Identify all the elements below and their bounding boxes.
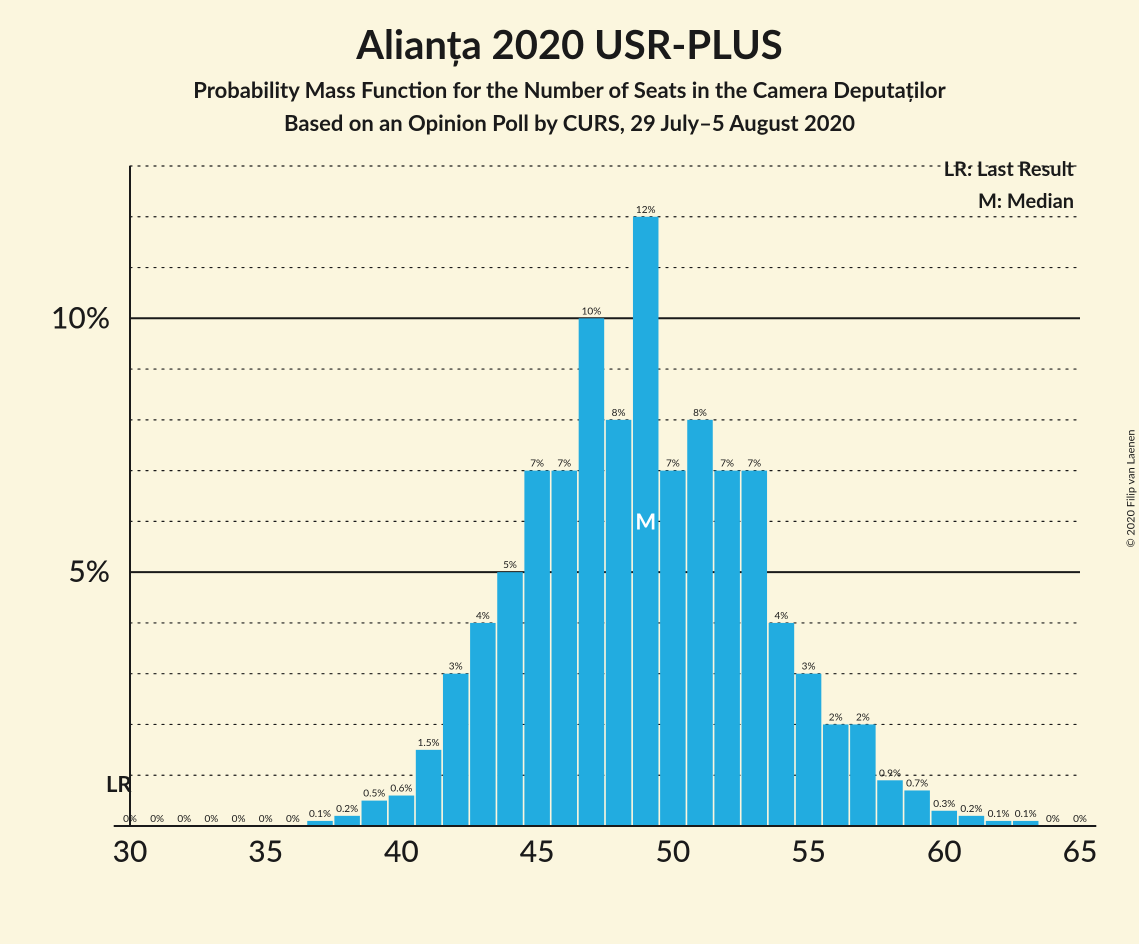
lr-marker: LR — [106, 770, 132, 797]
bar-value-label: 4% — [476, 610, 490, 622]
bar-value-label: 0% — [177, 813, 191, 825]
bar — [416, 750, 442, 826]
legend-lr: LR: Last Result — [944, 157, 1075, 181]
bar-value-label: 7% — [747, 458, 761, 470]
x-axis-label: 60 — [927, 833, 962, 869]
y-axis-label: 10% — [51, 299, 110, 335]
bar — [660, 471, 686, 826]
bar-value-label: 2% — [829, 711, 843, 723]
bar-value-label: 0% — [286, 813, 300, 825]
bar-value-label: 0.1% — [988, 808, 1010, 820]
chart-subtitle: Probability Mass Function for the Number… — [0, 76, 1139, 103]
bar-value-label: 0.7% — [906, 777, 928, 789]
median-marker: M — [635, 507, 656, 534]
bar — [877, 780, 903, 826]
bar — [497, 572, 523, 826]
bar — [796, 674, 822, 826]
bar-value-label: 7% — [666, 458, 680, 470]
bar-value-label: 0.2% — [336, 803, 358, 815]
bar — [552, 471, 578, 826]
bar — [362, 801, 388, 826]
x-axis-label: 30 — [113, 833, 148, 869]
legend-m: M: Median — [978, 189, 1074, 213]
y-axis-label: 5% — [68, 553, 110, 589]
bar-value-label: 0.5% — [363, 788, 385, 800]
bar-value-label: 5% — [503, 559, 517, 571]
bar-value-label: 0.1% — [309, 808, 331, 820]
bar-value-label: 0.1% — [1015, 808, 1037, 820]
bar-value-label: 0% — [205, 813, 219, 825]
bar-value-label: 2% — [856, 711, 870, 723]
x-axis-label: 50 — [655, 833, 690, 869]
bar — [932, 811, 958, 826]
bar — [687, 420, 713, 826]
bar — [524, 471, 550, 826]
bar — [443, 674, 469, 826]
chart-title: Alianța 2020 USR-PLUS — [0, 20, 1139, 68]
bar-value-label: 1.5% — [418, 737, 440, 749]
x-axis-label: 55 — [791, 833, 826, 869]
x-axis-label: 45 — [520, 833, 555, 869]
bar — [823, 724, 849, 826]
bar-value-label: 8% — [612, 407, 626, 419]
bar-value-label: 0.6% — [390, 783, 412, 795]
bar-value-label: 0% — [259, 813, 273, 825]
bar-value-label: 3% — [449, 661, 463, 673]
bar-value-label: 0% — [232, 813, 246, 825]
bar-value-label: 7% — [557, 458, 571, 470]
bar — [714, 471, 740, 826]
chart-subtitle-2: Based on an Opinion Poll by CURS, 29 Jul… — [0, 109, 1139, 136]
bar-value-label: 12% — [636, 204, 656, 216]
bar-value-label: 7% — [720, 458, 734, 470]
bar — [389, 796, 415, 826]
bar-value-label: 0% — [1046, 813, 1060, 825]
bar-value-label: 0% — [1073, 813, 1087, 825]
pmf-chart: 5% 10% 0% 0% 0% 0% 0% 0% 0% 0.1% 0.2% 0.5% 0.6% 1.5% 3… — [0, 146, 1110, 886]
bar — [334, 816, 360, 826]
bar-value-label: 0.3% — [933, 798, 955, 810]
bar-value-label: 7% — [530, 458, 544, 470]
bar-value-label: 0.9% — [879, 767, 901, 779]
x-axis-label: 35 — [248, 833, 283, 869]
bar — [904, 790, 930, 826]
bar-value-label: 8% — [693, 407, 707, 419]
bar-value-label: 0% — [150, 813, 164, 825]
x-axis-label: 40 — [384, 833, 419, 869]
bar — [959, 816, 985, 826]
x-axis-label: 65 — [1063, 833, 1098, 869]
bar — [606, 420, 632, 826]
bar-value-label: 4% — [775, 610, 789, 622]
bar — [579, 318, 605, 826]
bar-value-label: 10% — [582, 305, 602, 317]
bar — [769, 623, 795, 826]
chart-container: 5% 10% 0% 0% 0% 0% 0% 0% 0% 0.1% 0.2% 0.5% 0.6% 1.5% 3… — [0, 146, 1139, 886]
bar-value-label: 3% — [802, 661, 816, 673]
bar — [742, 471, 768, 826]
bar-value-label: 0.2% — [960, 803, 982, 815]
bar — [470, 623, 496, 826]
bar — [850, 724, 876, 826]
